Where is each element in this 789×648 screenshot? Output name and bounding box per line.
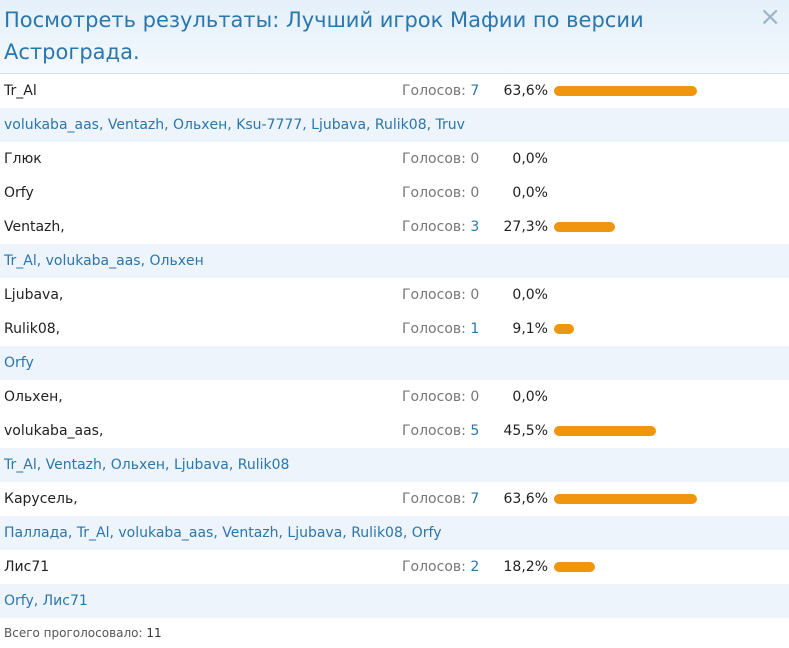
voters-row: volukaba_aas, Ventazh, Ольхен, Ksu-7777,… — [0, 108, 789, 142]
percent: 45,5% — [503, 423, 548, 439]
percent: 18,2% — [503, 559, 548, 575]
option-name: Tr_Al — [4, 83, 37, 99]
option-row: Rulik08, Голосов: 1 9,1% — [0, 312, 789, 346]
percent: 63,6% — [503, 491, 548, 507]
option-name: Карусель, — [4, 491, 78, 507]
votes-label: Голосов: 0 — [402, 185, 480, 201]
voters: Паллада, Tr_Al, volukaba_aas, Ventazh, L… — [4, 525, 442, 541]
option-row: Ventazh, Голосов: 3 27,3% — [0, 210, 789, 244]
footer-label: Всего проголосовало: — [4, 626, 143, 640]
option-name: Лис71 — [4, 559, 50, 575]
vote-count: 7 — [470, 83, 480, 99]
option-row: Лис71 Голосов: 2 18,2% — [0, 550, 789, 584]
votes-label: Голосов: 0 — [402, 287, 480, 303]
percent: 0,0% — [512, 389, 548, 405]
option-row: Карусель, Голосов: 7 63,6% — [0, 482, 789, 516]
voters-row: Паллада, Tr_Al, volukaba_aas, Ventazh, L… — [0, 516, 789, 550]
option-name: Глюк — [4, 151, 42, 167]
option-row: Tr_Al Голосов: 7 63,6% — [0, 74, 789, 108]
votes-label: Голосов: 7 — [402, 491, 480, 507]
vote-count: 0 — [470, 185, 480, 201]
option-row: volukaba_aas, Голосов: 5 45,5% — [0, 414, 789, 448]
voters: Orfy — [4, 355, 34, 371]
votes-label: Голосов: 7 — [402, 83, 480, 99]
bar — [554, 494, 698, 504]
bar — [554, 222, 616, 232]
vote-count: 0 — [470, 151, 480, 167]
bar — [554, 426, 657, 436]
header: Посмотреть результаты: Лучший игрок Мафи… — [0, 0, 789, 74]
vote-count: 3 — [470, 219, 480, 235]
total: 11 — [146, 626, 162, 640]
option-row: Глюк Голосов: 0 0,0% — [0, 142, 789, 176]
votes-label: Голосов: 5 — [402, 423, 480, 439]
close-button[interactable]: × — [759, 2, 781, 32]
vote-count: 1 — [470, 321, 480, 337]
footer: Всего проголосовало: 11 — [4, 626, 162, 640]
title: Посмотреть результаты: Лучший игрок Мафи… — [4, 8, 644, 64]
votes-label: Голосов: 0 — [402, 389, 480, 405]
voters: Orfy, Лис71 — [4, 593, 88, 609]
votes-label: Голосов: 0 — [402, 151, 480, 167]
bar — [554, 86, 698, 96]
option-name: Ljubava, — [4, 287, 64, 303]
option-row: Ljubava, Голосов: 0 0,0% — [0, 278, 789, 312]
bar — [554, 324, 575, 334]
voters: Tr_Al, Ventazh, Ольхен, Ljubava, Rulik08 — [4, 457, 290, 473]
vote-count: 7 — [470, 491, 480, 507]
vote-count: 0 — [470, 287, 480, 303]
voters: volukaba_aas, Ventazh, Ольхен, Ksu-7777,… — [4, 117, 465, 133]
voters-row: Orfy, Лис71 — [0, 584, 789, 618]
vote-count: 2 — [470, 559, 480, 575]
voters: Tr_Al, volukaba_aas, Ольхен — [4, 253, 204, 269]
option-row: Orfy Голосов: 0 0,0% — [0, 176, 789, 210]
percent: 63,6% — [503, 83, 548, 99]
option-row: Ольхен, Голосов: 0 0,0% — [0, 380, 789, 414]
option-name: Ольхен, — [4, 389, 63, 405]
percent: 27,3% — [503, 219, 548, 235]
voters-row: Orfy — [0, 346, 789, 380]
option-name: Ventazh, — [4, 219, 65, 235]
options-list: Tr_Al Голосов: 7 63,6% volukaba_aas, Ventaz… — [0, 74, 789, 618]
votes-label: Голосов: 1 — [402, 321, 480, 337]
percent: 9,1% — [512, 321, 548, 337]
option-name: Orfy — [4, 185, 34, 201]
vote-count: 0 — [470, 389, 480, 405]
percent: 0,0% — [512, 185, 548, 201]
option-name: Rulik08, — [4, 321, 61, 337]
bar — [554, 562, 595, 572]
voters-row: Tr_Al, Ventazh, Ольхен, Ljubava, Rulik08 — [0, 448, 789, 482]
percent: 0,0% — [512, 151, 548, 167]
votes-label: Голосов: 2 — [402, 559, 480, 575]
percent: 0,0% — [512, 287, 548, 303]
votes-label: Голосов: 3 — [402, 219, 480, 235]
vote-count: 5 — [470, 423, 480, 439]
option-name: volukaba_aas, — [4, 423, 104, 439]
voters-row: Tr_Al, volukaba_aas, Ольхен — [0, 244, 789, 278]
